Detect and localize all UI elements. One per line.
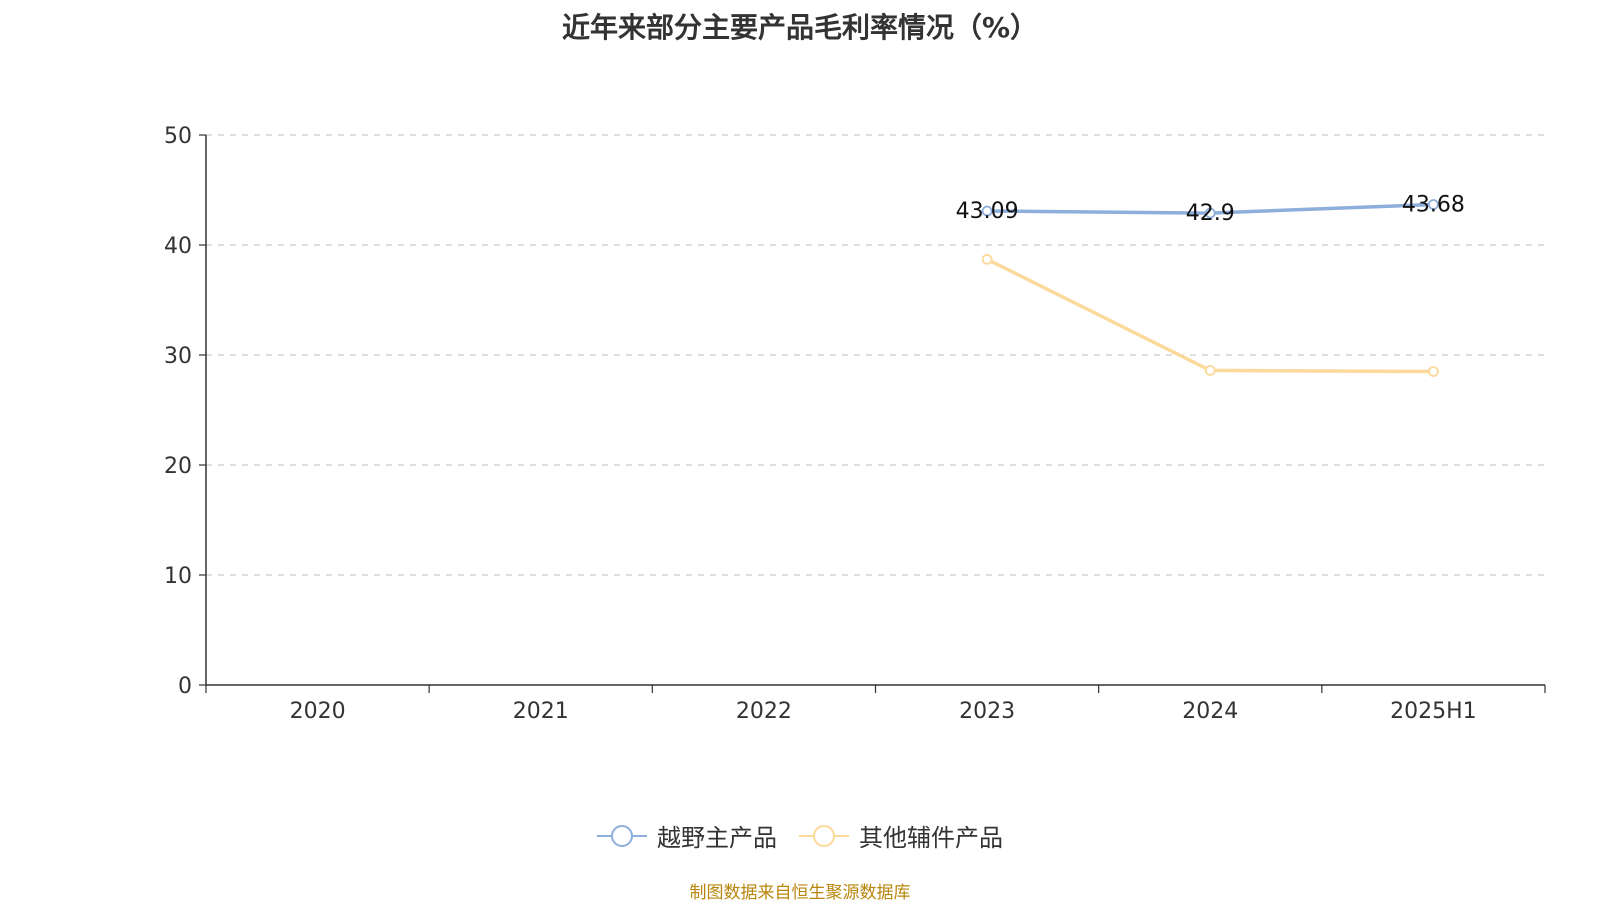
data-point [1204, 207, 1216, 219]
x-tick-label: 2021 [513, 699, 569, 724]
source-note: 制图数据来自恒生聚源数据库 [689, 883, 911, 903]
legend: 越野主产品 其他辅件产品 [0, 818, 1600, 853]
x-tick-label: 2023 [959, 699, 1015, 724]
chart-title: 近年来部分主要产品毛利率情况（%） [561, 11, 1039, 44]
data-point [1204, 364, 1216, 376]
x-tick-label: 2022 [736, 699, 792, 724]
axes: 0 10 20 30 40 50 2020 2021 2022 2023 2024 2025H1 [164, 124, 1546, 724]
legend-swatch [597, 824, 647, 847]
legend-item[interactable]: 其他辅件产品 [799, 818, 1003, 853]
legend-swatch [799, 824, 849, 847]
x-tick-label: 2025H1 [1390, 699, 1477, 724]
data-label: 43.09 [956, 199, 1019, 224]
y-tick-label: 10 [164, 564, 192, 589]
data-point [981, 205, 993, 217]
legend-item[interactable]: 越野主产品 [597, 818, 777, 853]
x-tick-label: 2024 [1182, 699, 1238, 724]
y-tick-label: 40 [164, 234, 192, 259]
y-tick-label: 0 [178, 674, 192, 699]
data-labels: 43.09 42.9 43.68 [956, 193, 1465, 227]
data-label: 43.68 [1402, 193, 1465, 218]
data-point [1428, 199, 1439, 210]
y-tick-label: 30 [164, 344, 192, 369]
series-lines [981, 199, 1439, 377]
data-label: 42.9 [1186, 201, 1235, 226]
legend-label: 越野主产品 [657, 824, 777, 852]
x-tick-label: 2020 [290, 699, 346, 724]
legend-label: 其他辅件产品 [859, 824, 1003, 852]
series-line-2 [985, 257, 1436, 374]
grid-lines [206, 134, 1545, 576]
y-tick-label: 50 [164, 124, 192, 149]
data-point [981, 253, 993, 265]
data-point [1428, 366, 1439, 377]
y-tick-label: 20 [164, 454, 192, 479]
